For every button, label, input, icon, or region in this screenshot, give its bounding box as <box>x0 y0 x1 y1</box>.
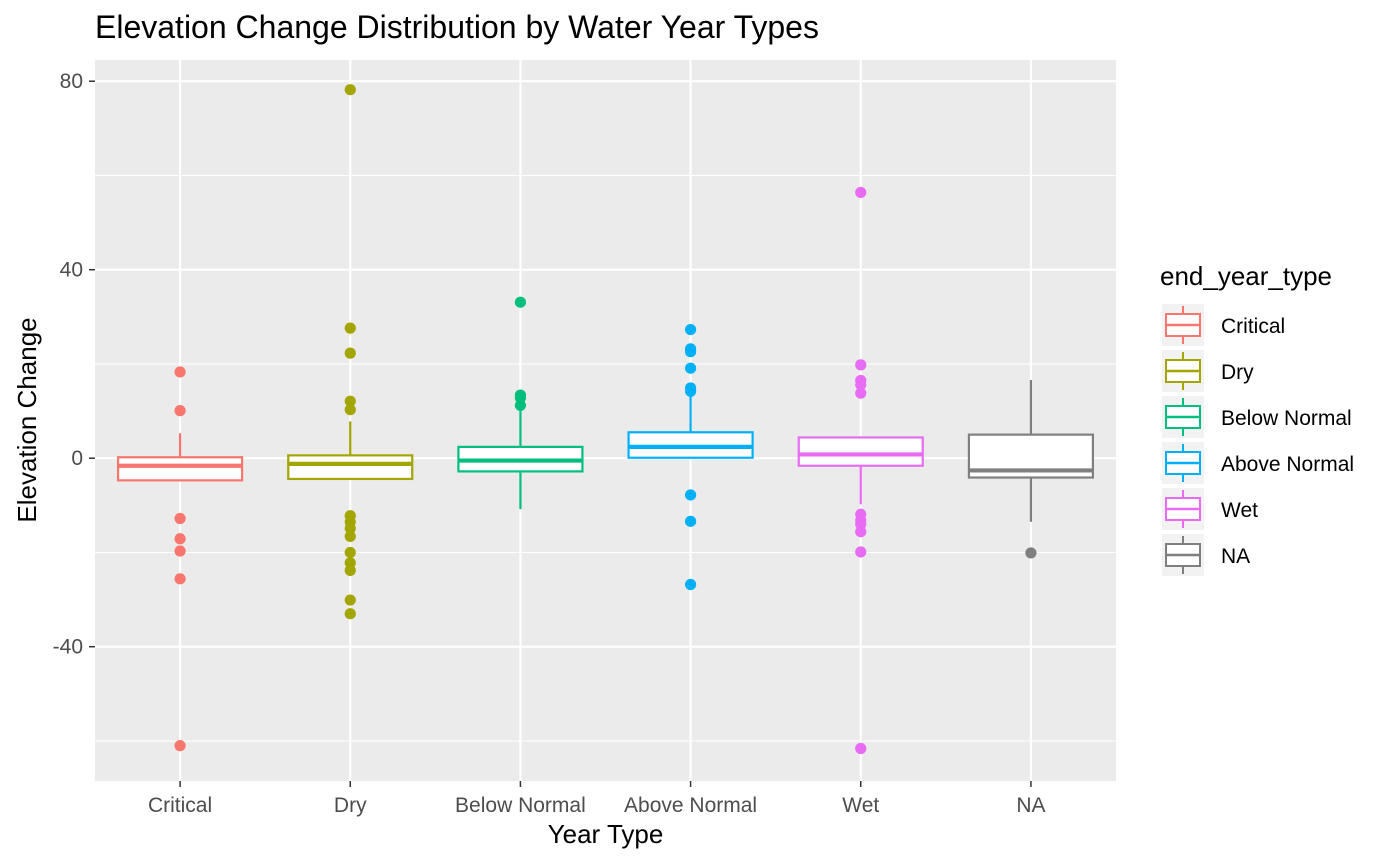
box <box>116 456 244 482</box>
legend-label: Dry <box>1221 361 1254 384</box>
outlier-point <box>855 359 867 371</box>
outlier-point <box>344 404 356 416</box>
outlier-point <box>344 608 356 620</box>
y-tick-label: -40 <box>53 636 83 659</box>
box <box>797 436 924 467</box>
outlier-point <box>344 322 356 334</box>
box-layer <box>116 84 1095 755</box>
y-tick-label: 40 <box>60 259 83 282</box>
x-tick-label: Above Normal <box>624 794 757 817</box>
legend-entry: NA <box>1162 534 1250 576</box>
legend: end_year_type Critical Dry Below Normal Abo… <box>1160 261 1354 576</box>
y-axis-title: Elevation Change <box>12 317 42 522</box>
legend-entry: Critical <box>1162 304 1285 346</box>
outlier-point <box>855 186 867 199</box>
outlier-point <box>344 546 356 559</box>
box-group <box>797 186 924 755</box>
outlier-point <box>344 522 356 535</box>
box-group <box>287 84 414 620</box>
outlier-point <box>344 84 356 96</box>
y-tick-label: 80 <box>60 70 83 93</box>
x-axis: Critical Dry Below Normal Above Normal Wet NA <box>148 781 1046 817</box>
outlier-point <box>174 573 186 585</box>
outlier-point <box>855 387 867 399</box>
legend-label: NA <box>1221 545 1250 568</box>
y-tick-label: 0 <box>71 447 83 470</box>
outlier-point <box>174 405 186 417</box>
outlier-point <box>684 323 697 336</box>
outlier-point <box>514 399 527 412</box>
x-tick-label: Wet <box>842 794 879 817</box>
box-group <box>457 296 584 510</box>
legend-label: Above Normal <box>1221 453 1354 476</box>
outlier-point <box>684 515 697 527</box>
outlier-point <box>684 578 697 591</box>
outlier-point <box>855 742 867 755</box>
outlier-point <box>174 533 186 545</box>
outlier-point <box>174 366 186 378</box>
outlier-point <box>855 546 867 558</box>
outlier-point <box>684 362 697 374</box>
box-group <box>116 366 244 752</box>
outlier-point <box>344 530 356 543</box>
x-tick-label: Dry <box>334 794 367 817</box>
outlier-point <box>344 594 356 606</box>
legend-title: end_year_type <box>1160 261 1332 291</box>
plot-panel <box>95 60 1116 781</box>
y-axis: -40 0 40 80 <box>53 70 95 659</box>
x-tick-label: Critical <box>148 794 212 817</box>
box-group <box>627 323 754 591</box>
box <box>287 454 414 481</box>
outlier-point <box>684 489 697 501</box>
legend-entry: Dry <box>1162 350 1254 392</box>
outlier-point <box>174 740 186 752</box>
outlier-point <box>344 347 356 359</box>
outlier-point <box>344 395 356 407</box>
outlier-point <box>174 512 186 525</box>
legend-label: Wet <box>1221 499 1258 522</box>
outlier-point <box>684 346 697 358</box>
legend-entry: Wet <box>1162 488 1258 530</box>
legend-entry: Below Normal <box>1162 396 1352 438</box>
chart-title: Elevation Change Distribution by Water Y… <box>95 9 819 45</box>
x-tick-label: NA <box>1016 794 1045 817</box>
outlier-point <box>344 564 356 576</box>
legend-entry: Above Normal <box>1162 442 1354 484</box>
outlier-point <box>684 385 697 397</box>
outlier-point <box>514 296 527 308</box>
legend-label: Below Normal <box>1221 407 1352 430</box>
outlier-point <box>174 545 186 557</box>
box-group <box>967 379 1095 559</box>
x-axis-title: Year Type <box>548 819 664 849</box>
outlier-point <box>855 526 867 538</box>
legend-label: Critical <box>1221 315 1285 338</box>
x-tick-label: Below Normal <box>455 794 586 817</box>
outlier-point <box>855 379 867 391</box>
outlier-point <box>1025 547 1037 559</box>
